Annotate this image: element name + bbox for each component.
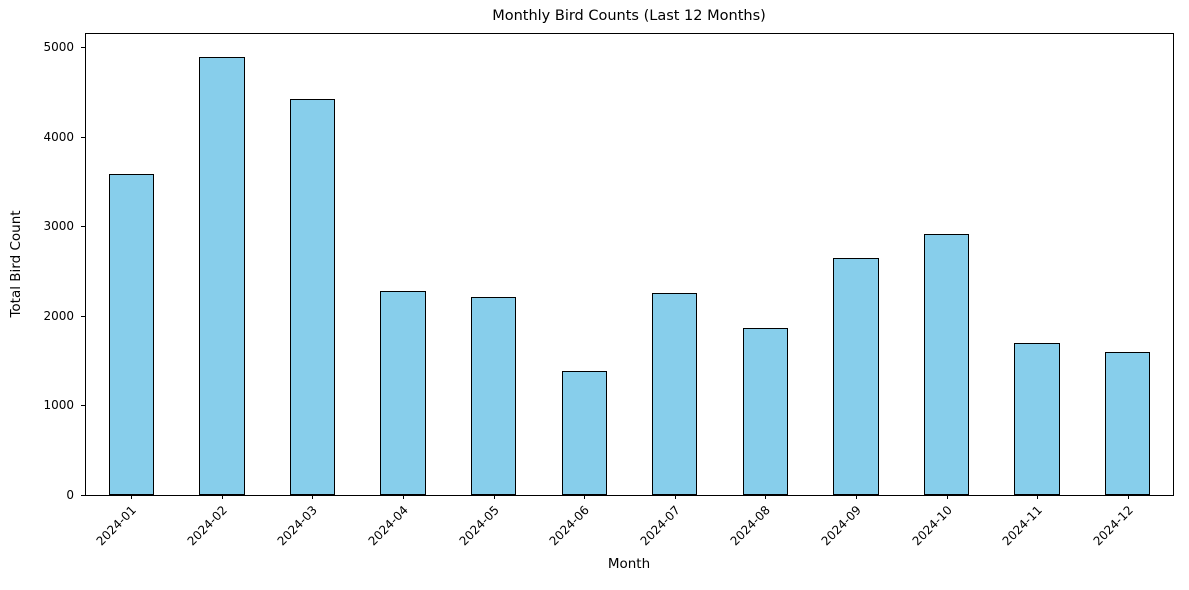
bar-2024-02 bbox=[199, 57, 245, 495]
x-tick-label: 2024-01 bbox=[93, 503, 139, 549]
x-tick-mark bbox=[222, 495, 223, 499]
x-tick-label: 2024-09 bbox=[818, 503, 864, 549]
y-tick-mark bbox=[81, 316, 85, 317]
x-tick-mark bbox=[403, 495, 404, 499]
x-tick-label: 2024-03 bbox=[274, 503, 320, 549]
y-tick-mark bbox=[81, 47, 85, 48]
y-tick-mark bbox=[81, 405, 85, 406]
x-tick-mark bbox=[1037, 495, 1038, 499]
y-tick-label: 1000 bbox=[43, 398, 74, 412]
y-tick-mark bbox=[81, 495, 85, 496]
x-tick-label: 2024-10 bbox=[909, 503, 955, 549]
x-tick-mark bbox=[584, 495, 585, 499]
y-tick-label: 0 bbox=[66, 488, 74, 502]
y-tick-mark bbox=[81, 226, 85, 227]
x-tick-label: 2024-12 bbox=[1090, 503, 1136, 549]
x-tick-mark bbox=[675, 495, 676, 499]
bar-2024-01 bbox=[108, 174, 154, 495]
bar-2024-11 bbox=[1014, 343, 1060, 495]
x-tick-mark bbox=[947, 495, 948, 499]
x-tick-mark bbox=[1128, 495, 1129, 499]
y-tick-mark bbox=[81, 137, 85, 138]
bar-2024-08 bbox=[742, 328, 788, 495]
bar-2024-04 bbox=[380, 291, 426, 495]
x-tick-label: 2024-04 bbox=[365, 503, 411, 549]
y-tick-label: 2000 bbox=[43, 309, 74, 323]
bar-2024-07 bbox=[652, 293, 698, 495]
x-tick-mark bbox=[765, 495, 766, 499]
y-tick-label: 5000 bbox=[43, 40, 74, 54]
x-tick-mark bbox=[856, 495, 857, 499]
x-tick-label: 2024-05 bbox=[456, 503, 502, 549]
x-tick-label: 2024-02 bbox=[184, 503, 230, 549]
bar-2024-10 bbox=[923, 234, 970, 495]
bar-2024-05 bbox=[470, 297, 517, 495]
x-tick-mark bbox=[494, 495, 495, 499]
y-tick-label: 3000 bbox=[43, 219, 74, 233]
y-tick-label: 4000 bbox=[43, 130, 74, 144]
x-tick-label: 2024-08 bbox=[727, 503, 773, 549]
x-tick-label: 2024-11 bbox=[999, 503, 1045, 549]
x-tick-mark bbox=[312, 495, 313, 499]
bar-2024-03 bbox=[289, 99, 336, 495]
x-tick-label: 2024-07 bbox=[637, 503, 683, 549]
bar-2024-06 bbox=[561, 371, 607, 495]
bar-2024-12 bbox=[1105, 352, 1151, 495]
x-axis-label: Month bbox=[607, 556, 651, 572]
bar-2024-09 bbox=[833, 258, 879, 495]
chart-title: Monthly Bird Counts (Last 12 Months) bbox=[492, 8, 766, 24]
x-tick-label: 2024-06 bbox=[546, 503, 592, 549]
plot-area bbox=[85, 33, 1174, 496]
x-tick-mark bbox=[131, 495, 132, 499]
